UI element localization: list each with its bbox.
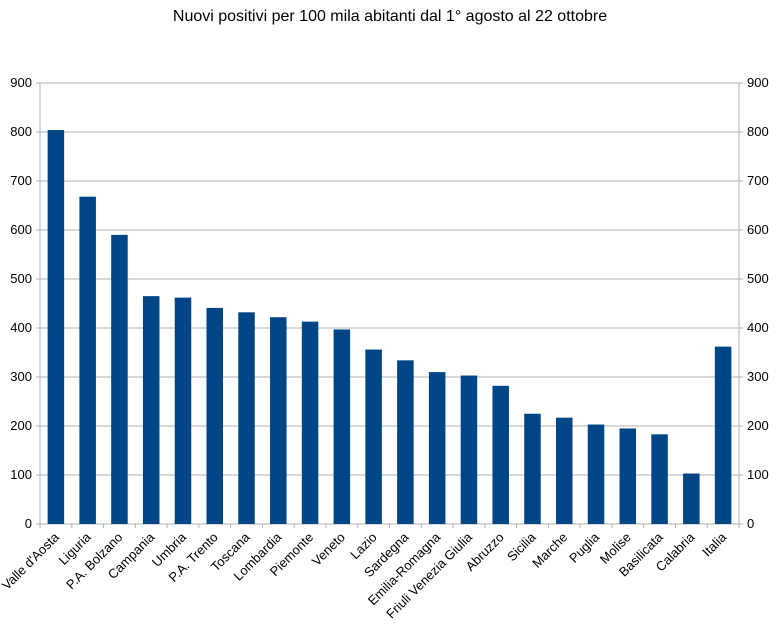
y-tick-label-left: 0	[25, 516, 32, 531]
x-tick-label: Marche	[529, 530, 570, 571]
bar	[651, 434, 668, 524]
x-tick-label: Valle d'Aosta	[0, 529, 63, 593]
bar	[238, 312, 255, 524]
bar	[365, 349, 382, 524]
y-tick-label-right: 700	[747, 173, 769, 188]
bar	[270, 317, 287, 524]
y-tick-label-right: 300	[747, 369, 769, 384]
y-tick-label-left: 500	[10, 271, 32, 286]
y-tick-label-left: 100	[10, 467, 32, 482]
bars	[47, 130, 732, 525]
x-tick-label: Puglia	[566, 529, 603, 566]
x-tick-label: Italia	[699, 529, 730, 560]
bar	[79, 196, 96, 524]
y-tick-label-right: 200	[747, 418, 769, 433]
bar	[492, 385, 509, 524]
y-tick-label-left: 400	[10, 320, 32, 335]
bar	[301, 321, 319, 524]
axes	[36, 82, 743, 528]
gridlines	[40, 82, 739, 476]
y-axis-right-ticks: 0 100 200 300 400 500 600 700 800 900	[747, 75, 769, 531]
x-tick-label: Veneto	[309, 530, 348, 569]
y-tick-label-right: 600	[747, 222, 769, 237]
bar	[142, 296, 160, 524]
y-tick-label-left: 800	[10, 124, 32, 139]
bar	[111, 234, 128, 524]
bar	[683, 473, 700, 524]
y-tick-label-right: 800	[747, 124, 769, 139]
y-tick-label-left: 900	[10, 75, 32, 90]
bar	[333, 329, 351, 524]
bar	[397, 360, 414, 524]
y-tick-label-left: 600	[10, 222, 32, 237]
y-axis-left-ticks: 0 100 200 300 400 500 600 700 800 900	[10, 75, 32, 531]
bar	[428, 372, 446, 524]
y-tick-label-left: 700	[10, 173, 32, 188]
y-tick-label-right: 900	[747, 75, 769, 90]
y-tick-label-right: 400	[747, 320, 769, 335]
bar	[174, 297, 192, 524]
y-tick-label-left: 300	[10, 369, 32, 384]
y-tick-label-right: 100	[747, 467, 769, 482]
bar	[47, 130, 65, 525]
y-tick-label-left: 200	[10, 418, 32, 433]
bar	[524, 413, 541, 524]
bar	[619, 428, 637, 524]
y-tick-label-right: 500	[747, 271, 769, 286]
bar	[587, 424, 605, 524]
bar	[555, 417, 573, 524]
y-tick-label-right: 0	[747, 516, 754, 531]
chart-title: Nuovi positivi per 100 mila abitanti dal…	[172, 8, 608, 25]
bar	[460, 375, 478, 524]
bar	[206, 307, 224, 524]
bar	[714, 346, 732, 524]
